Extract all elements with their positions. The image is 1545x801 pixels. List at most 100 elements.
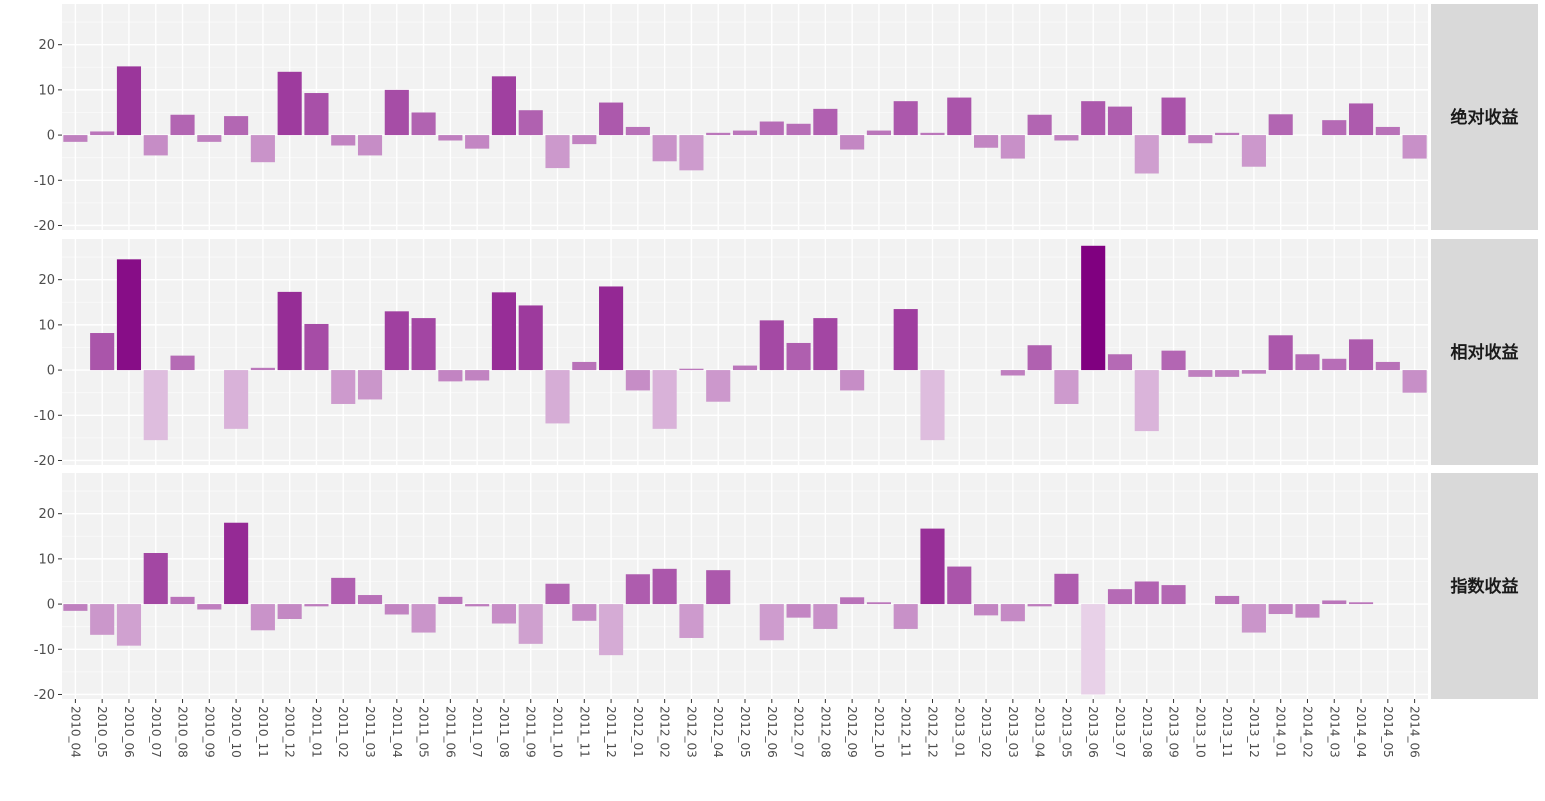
x-tick-label: 2012_04 <box>711 706 725 758</box>
x-tick-label: 2011_09 <box>524 706 538 758</box>
bar-2013_11 <box>1215 595 1240 605</box>
x-tick-label: 2010_10 <box>229 706 243 758</box>
bar-2011_03 <box>357 595 383 605</box>
bar-2013_04 <box>1027 114 1052 136</box>
facet-strip-label: 指数收益 <box>1451 576 1519 597</box>
bar-2010_05 <box>90 333 115 371</box>
bar-2012_08 <box>813 604 838 629</box>
bar-2014_01 <box>1268 114 1293 136</box>
bar-2014_06 <box>1402 135 1427 159</box>
bar-2013_02 <box>974 604 999 616</box>
bar-2010_06 <box>116 604 142 646</box>
x-tick-label: 2012_12 <box>925 706 939 758</box>
bar-2010_06 <box>116 66 142 136</box>
bar-2013_01 <box>947 97 972 136</box>
bar-2012_12 <box>920 528 945 605</box>
bar-2010_11 <box>250 604 275 631</box>
bar-2013_05 <box>1054 573 1079 605</box>
bar-2011_12 <box>599 286 624 371</box>
y-tick-label: 10 <box>38 552 55 567</box>
y-tick-label: -10 <box>34 409 55 424</box>
x-tick-label: 2010_09 <box>202 706 216 758</box>
bar-2013_09 <box>1161 585 1186 605</box>
bar-2013_06 <box>1081 101 1106 136</box>
bar-2011_11 <box>572 361 597 371</box>
bar-2011_06 <box>438 135 463 141</box>
bar-2011_09 <box>518 110 543 136</box>
bar-2013_06 <box>1081 245 1106 371</box>
bar-2013_12 <box>1241 370 1266 374</box>
bar-2010_10 <box>224 522 249 605</box>
bar-2010_04 <box>63 604 88 611</box>
x-tick-label: 2014_06 <box>1408 706 1422 758</box>
bar-2012_08 <box>813 108 838 136</box>
x-tick-label: 2014_05 <box>1381 706 1395 758</box>
bar-2013_05 <box>1054 135 1079 141</box>
x-tick-label: 2010_05 <box>95 706 109 758</box>
x-tick-label: 2011_07 <box>470 706 484 758</box>
bar-2013_08 <box>1134 135 1159 174</box>
bar-2014_03 <box>1322 358 1347 371</box>
x-tick-label: 2012_01 <box>631 706 645 758</box>
bar-2010_06 <box>116 259 142 371</box>
bar-2013_09 <box>1161 350 1186 371</box>
bar-2012_09 <box>840 597 865 605</box>
x-tick-label: 2011_12 <box>604 706 618 758</box>
bar-2010_07 <box>143 553 168 605</box>
y-tick-label: 10 <box>38 318 55 333</box>
bar-2014_01 <box>1268 335 1293 371</box>
bar-2013_07 <box>1107 106 1133 136</box>
x-tick-label: 2013_06 <box>1086 706 1100 758</box>
x-tick-label: 2014_02 <box>1300 706 1314 758</box>
bar-2011_12 <box>599 102 624 136</box>
bar-2014_04 <box>1348 103 1374 136</box>
bar-2011_11 <box>572 135 597 145</box>
x-tick-label: 2013_08 <box>1140 706 1154 758</box>
x-tick-label: 2013_05 <box>1059 706 1073 758</box>
bar-2012_04 <box>706 132 731 136</box>
x-tick-label: 2013_11 <box>1220 706 1234 758</box>
x-tick-label: 2011_06 <box>443 706 457 758</box>
bar-2013_08 <box>1134 370 1159 432</box>
bar-2013_03 <box>1000 135 1025 159</box>
facet-strip <box>1431 4 1538 230</box>
bar-2010_08 <box>170 355 195 371</box>
bar-2011_04 <box>384 604 409 615</box>
x-tick-label: 2012_03 <box>684 706 698 758</box>
y-tick-label: 20 <box>38 273 55 288</box>
bar-2010_12 <box>277 604 302 619</box>
bar-2010_12 <box>277 71 302 136</box>
bar-2010_12 <box>277 291 302 371</box>
x-tick-label: 2012_05 <box>738 706 752 758</box>
x-tick-label: 2011_02 <box>336 706 350 758</box>
bar-2011_10 <box>545 370 570 424</box>
bar-2012_08 <box>813 318 838 371</box>
bar-2013_02 <box>974 135 999 148</box>
bar-2012_11 <box>893 604 918 629</box>
bar-2013_03 <box>1000 370 1025 376</box>
bar-2012_06 <box>759 121 784 136</box>
bar-2014_02 <box>1295 604 1320 618</box>
bar-2012_02 <box>652 135 677 162</box>
bar-2012_12 <box>920 370 945 441</box>
bar-2011_12 <box>599 604 624 656</box>
bar-2011_05 <box>411 604 436 633</box>
bar-2013_12 <box>1241 604 1266 633</box>
x-tick-label: 2012_06 <box>765 706 779 758</box>
bar-2012_05 <box>732 365 758 371</box>
bar-2012_05 <box>732 130 758 136</box>
bar-2012_02 <box>652 370 677 429</box>
bar-2011_02 <box>331 370 356 404</box>
bar-2011_07 <box>465 370 490 381</box>
bar-2012_10 <box>866 130 891 136</box>
bar-2010_11 <box>250 135 275 163</box>
y-tick-label: -10 <box>34 643 55 658</box>
facet-strip <box>1431 239 1538 465</box>
bar-2011_03 <box>357 135 383 156</box>
bar-2010_09 <box>197 604 222 610</box>
x-tick-label: 2010_06 <box>122 706 136 758</box>
bar-2011_07 <box>465 604 490 607</box>
y-tick-label: 10 <box>38 83 55 98</box>
bar-2012_06 <box>759 320 784 371</box>
x-tick-label: 2011_11 <box>577 706 591 758</box>
